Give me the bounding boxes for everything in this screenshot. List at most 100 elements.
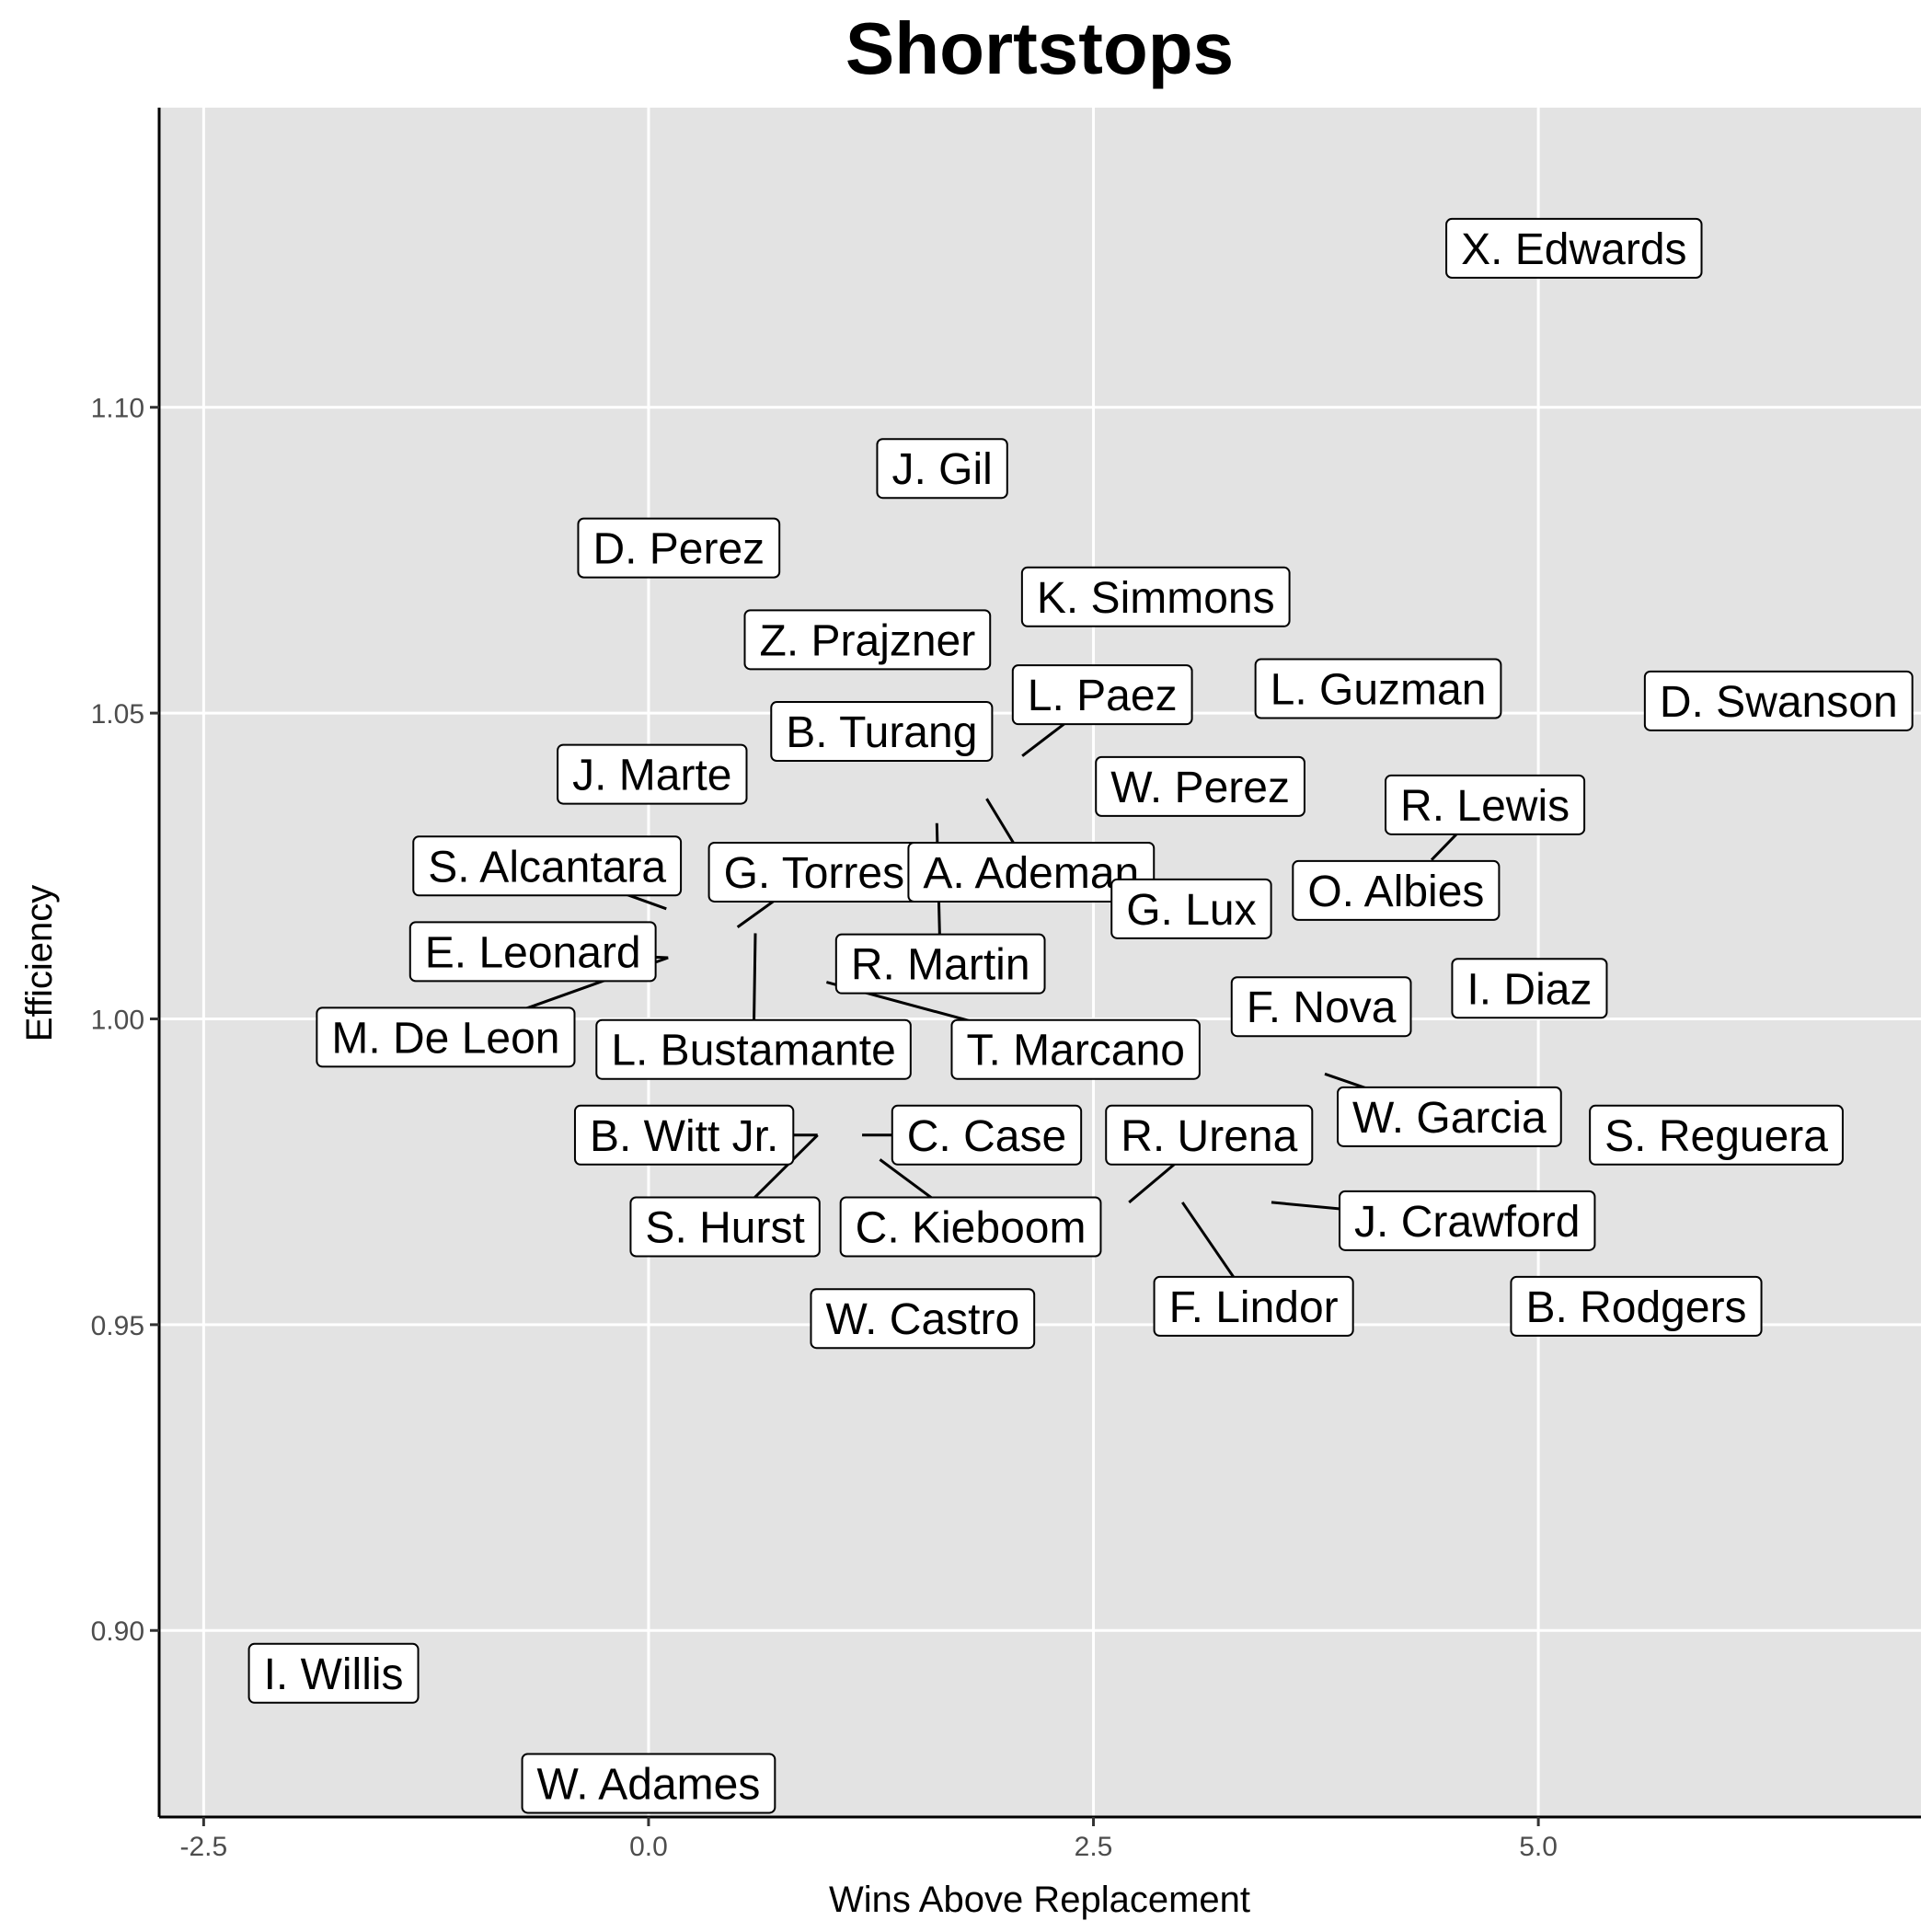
label-text: W. Adames [537, 1760, 761, 1809]
point-label: G. Torres [707, 841, 921, 903]
label-text: X. Edwards [1461, 225, 1686, 274]
point-label: L. Bustamante [595, 1018, 912, 1080]
label-text: G. Torres [724, 849, 905, 898]
point-label: A. Ademan [907, 841, 1156, 903]
label-box [1510, 1275, 1763, 1337]
label-box [950, 1018, 1201, 1080]
label-text: S. Hurst [645, 1204, 804, 1253]
label-text: R. Lewis [1400, 782, 1570, 831]
label-box [408, 921, 657, 983]
point-label: T. Marcano [950, 1018, 1201, 1080]
label-box [412, 835, 683, 897]
label-text: B. Rodgers [1525, 1283, 1746, 1332]
point-label: G. Lux [1110, 878, 1272, 939]
label-text: Z. Prajzner [760, 616, 976, 665]
label-text: W. Perez [1110, 764, 1290, 812]
label-box [1339, 1190, 1596, 1251]
label-box [1153, 1275, 1354, 1337]
label-text: J. Crawford [1354, 1198, 1580, 1247]
label-box [1095, 755, 1305, 817]
x-axis-title: Wins Above Replacement [829, 1880, 1250, 1920]
label-text: E. Leonard [425, 928, 641, 977]
point-label: W. Perez [1095, 755, 1305, 817]
point-label: S. Reguera [1589, 1104, 1844, 1166]
label-text: R. Martin [851, 941, 1030, 990]
label-box [810, 1288, 1036, 1350]
y-tick-label: 1.05 [91, 699, 144, 730]
point-label: I. Diaz [1451, 958, 1608, 1019]
point-label: L. Paez [1011, 664, 1193, 726]
label-box [834, 933, 1046, 995]
label-box [1445, 217, 1703, 279]
label-box [1643, 670, 1914, 731]
point-label: R. Martin [834, 933, 1046, 995]
label-text: S. Reguera [1604, 1112, 1828, 1161]
label-box [316, 1006, 576, 1068]
label-box [1020, 566, 1291, 627]
label-text: L. Paez [1028, 672, 1178, 720]
label-box [577, 517, 781, 579]
point-label: F. Lindor [1153, 1275, 1354, 1337]
label-text: D. Swanson [1660, 678, 1898, 727]
label-text: I. Willis [264, 1650, 404, 1699]
label-box [557, 743, 748, 805]
label-box [907, 841, 1156, 903]
axes: -2.5 0.0 2.5 5.0 0.90 0.95 1.00 1.05 1.10 [91, 108, 1921, 1862]
chart-title: Shortstops [845, 7, 1234, 89]
x-tick-label: -2.5 [180, 1832, 228, 1862]
point-label: B. Rodgers [1510, 1275, 1763, 1337]
y-tick-label: 0.95 [91, 1311, 144, 1341]
point-label: F. Nova [1230, 976, 1412, 1038]
label-text: G. Lux [1126, 886, 1256, 935]
label-text: C. Case [907, 1112, 1066, 1161]
label-text: B. Witt Jr. [590, 1112, 778, 1161]
point-label: E. Leonard [408, 921, 657, 983]
label-box [1105, 1104, 1314, 1166]
label-box [1110, 878, 1272, 939]
label-box [839, 1196, 1102, 1258]
point-label: R. Urena [1105, 1104, 1314, 1166]
label-box [1011, 664, 1193, 726]
point-label: S. Alcantara [412, 835, 683, 897]
point-label: J. Crawford [1339, 1190, 1596, 1251]
label-text: W. Garcia [1352, 1094, 1547, 1143]
label-box [876, 438, 1008, 500]
y-tick-label: 1.10 [91, 394, 144, 424]
label-box [1292, 859, 1501, 921]
label-text: L. Bustamante [611, 1027, 896, 1075]
point-label: L. Guzman [1254, 658, 1502, 719]
label-text: S. Alcantara [428, 843, 666, 891]
label-text: M. De Leon [331, 1014, 559, 1063]
point-label: B. Witt Jr. [573, 1104, 795, 1166]
x-tick-label: 0.0 [629, 1832, 668, 1862]
point-label: W. Adames [521, 1753, 776, 1814]
point-label: K. Simmons [1020, 566, 1291, 627]
label-text: W. Castro [825, 1295, 1019, 1344]
label-box [1589, 1104, 1844, 1166]
label-box [1337, 1086, 1562, 1147]
point-label: C. Kieboom [839, 1196, 1102, 1258]
label-text: K. Simmons [1037, 574, 1275, 623]
label-box [1451, 958, 1608, 1019]
point-label: M. De Leon [316, 1006, 576, 1068]
point-label: D. Perez [577, 517, 781, 579]
point-label: O. Albies [1292, 859, 1501, 921]
point-label: I. Willis [247, 1642, 420, 1704]
label-box [1385, 774, 1586, 835]
label-box [743, 609, 992, 671]
x-tick-label: 5.0 [1519, 1832, 1558, 1862]
label-box [770, 701, 994, 763]
label-text: B. Turang [786, 708, 977, 757]
point-label: J. Marte [557, 743, 748, 805]
point-label: C. Case [891, 1104, 1083, 1166]
label-text: J. Gil [891, 445, 992, 494]
point-label: S. Hurst [629, 1196, 821, 1258]
label-text: I. Diaz [1466, 965, 1592, 1014]
label-text: A. Ademan [923, 849, 1139, 898]
point-label: R. Lewis [1385, 774, 1586, 835]
label-box [247, 1642, 420, 1704]
label-box [521, 1753, 776, 1814]
y-tick-label: 1.00 [91, 1005, 144, 1035]
label-box [573, 1104, 795, 1166]
